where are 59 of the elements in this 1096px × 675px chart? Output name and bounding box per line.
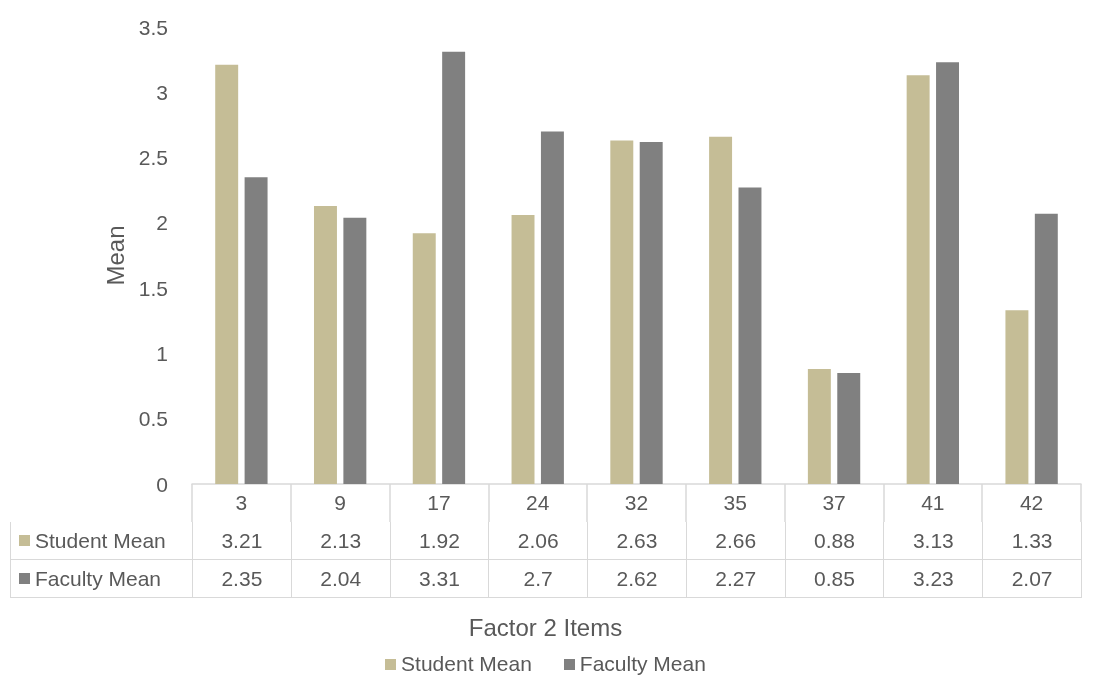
y-tick-label: 1.5 bbox=[138, 276, 168, 300]
bar bbox=[1005, 310, 1029, 484]
y-tick-label: 0.5 bbox=[138, 407, 168, 431]
x-tick-label: 37 bbox=[822, 491, 846, 514]
y-tick-label: 0 bbox=[156, 472, 168, 496]
data-label: 2.06 bbox=[517, 528, 559, 553]
bar bbox=[540, 131, 564, 484]
y-tick-label: 2 bbox=[156, 211, 168, 235]
x-tick-label: 32 bbox=[624, 491, 649, 514]
bar bbox=[837, 373, 861, 484]
bar bbox=[313, 205, 337, 484]
bar bbox=[807, 369, 831, 484]
legend-label: Faculty Mean bbox=[35, 566, 162, 591]
bar bbox=[610, 140, 634, 484]
data-label: 3.31 bbox=[418, 566, 460, 591]
bar bbox=[412, 233, 436, 484]
data-label: 1.92 bbox=[418, 528, 460, 553]
data-label: 2.07 bbox=[1011, 566, 1053, 591]
x-tick-label: 24 bbox=[526, 491, 550, 514]
data-label: 2.62 bbox=[616, 566, 658, 591]
text: Faculty Mean bbox=[579, 652, 706, 675]
bar bbox=[1034, 213, 1058, 484]
bar bbox=[709, 136, 733, 484]
data-label: 2.13 bbox=[320, 528, 362, 553]
y-tick-label: 3 bbox=[156, 80, 168, 104]
bar bbox=[215, 64, 239, 484]
data-label: 2.63 bbox=[616, 528, 658, 553]
data-label: 1.33 bbox=[1011, 528, 1053, 553]
bar bbox=[738, 187, 762, 484]
data-label: 2.35 bbox=[221, 566, 263, 591]
data-label: 0.85 bbox=[814, 566, 855, 591]
x-tick-label: 3 bbox=[235, 491, 248, 514]
x-tick-label: 42 bbox=[1019, 491, 1044, 514]
bar bbox=[639, 141, 663, 484]
bar bbox=[343, 217, 367, 484]
bar bbox=[906, 75, 930, 484]
data-label: 2.7 bbox=[523, 566, 553, 591]
data-label: 0.88 bbox=[814, 528, 855, 553]
y-tick-label: 2.5 bbox=[138, 146, 168, 170]
x-axis-title: Factor 2 Items bbox=[468, 613, 623, 641]
y-tick-label: 1 bbox=[156, 341, 168, 365]
y-tick-label: 3.5 bbox=[138, 15, 168, 39]
x-tick-label: 17 bbox=[427, 491, 451, 514]
data-label: 2.27 bbox=[715, 566, 757, 591]
bar bbox=[442, 51, 466, 484]
legend-label: Student Mean bbox=[35, 528, 166, 553]
data-label: 3.21 bbox=[221, 528, 263, 553]
data-label: 2.66 bbox=[715, 528, 757, 553]
x-tick-label: 9 bbox=[334, 491, 347, 514]
x-tick-label: 41 bbox=[921, 491, 945, 514]
data-label: 3.13 bbox=[912, 528, 954, 553]
bar bbox=[936, 62, 960, 484]
y-axis-title: Mean bbox=[102, 225, 130, 286]
bar bbox=[511, 215, 535, 484]
data-label: 3.23 bbox=[912, 566, 954, 591]
x-tick-label: 35 bbox=[723, 491, 747, 514]
text: Student Mean bbox=[401, 652, 532, 675]
data-label: 2.04 bbox=[320, 566, 362, 591]
bar bbox=[244, 177, 268, 484]
